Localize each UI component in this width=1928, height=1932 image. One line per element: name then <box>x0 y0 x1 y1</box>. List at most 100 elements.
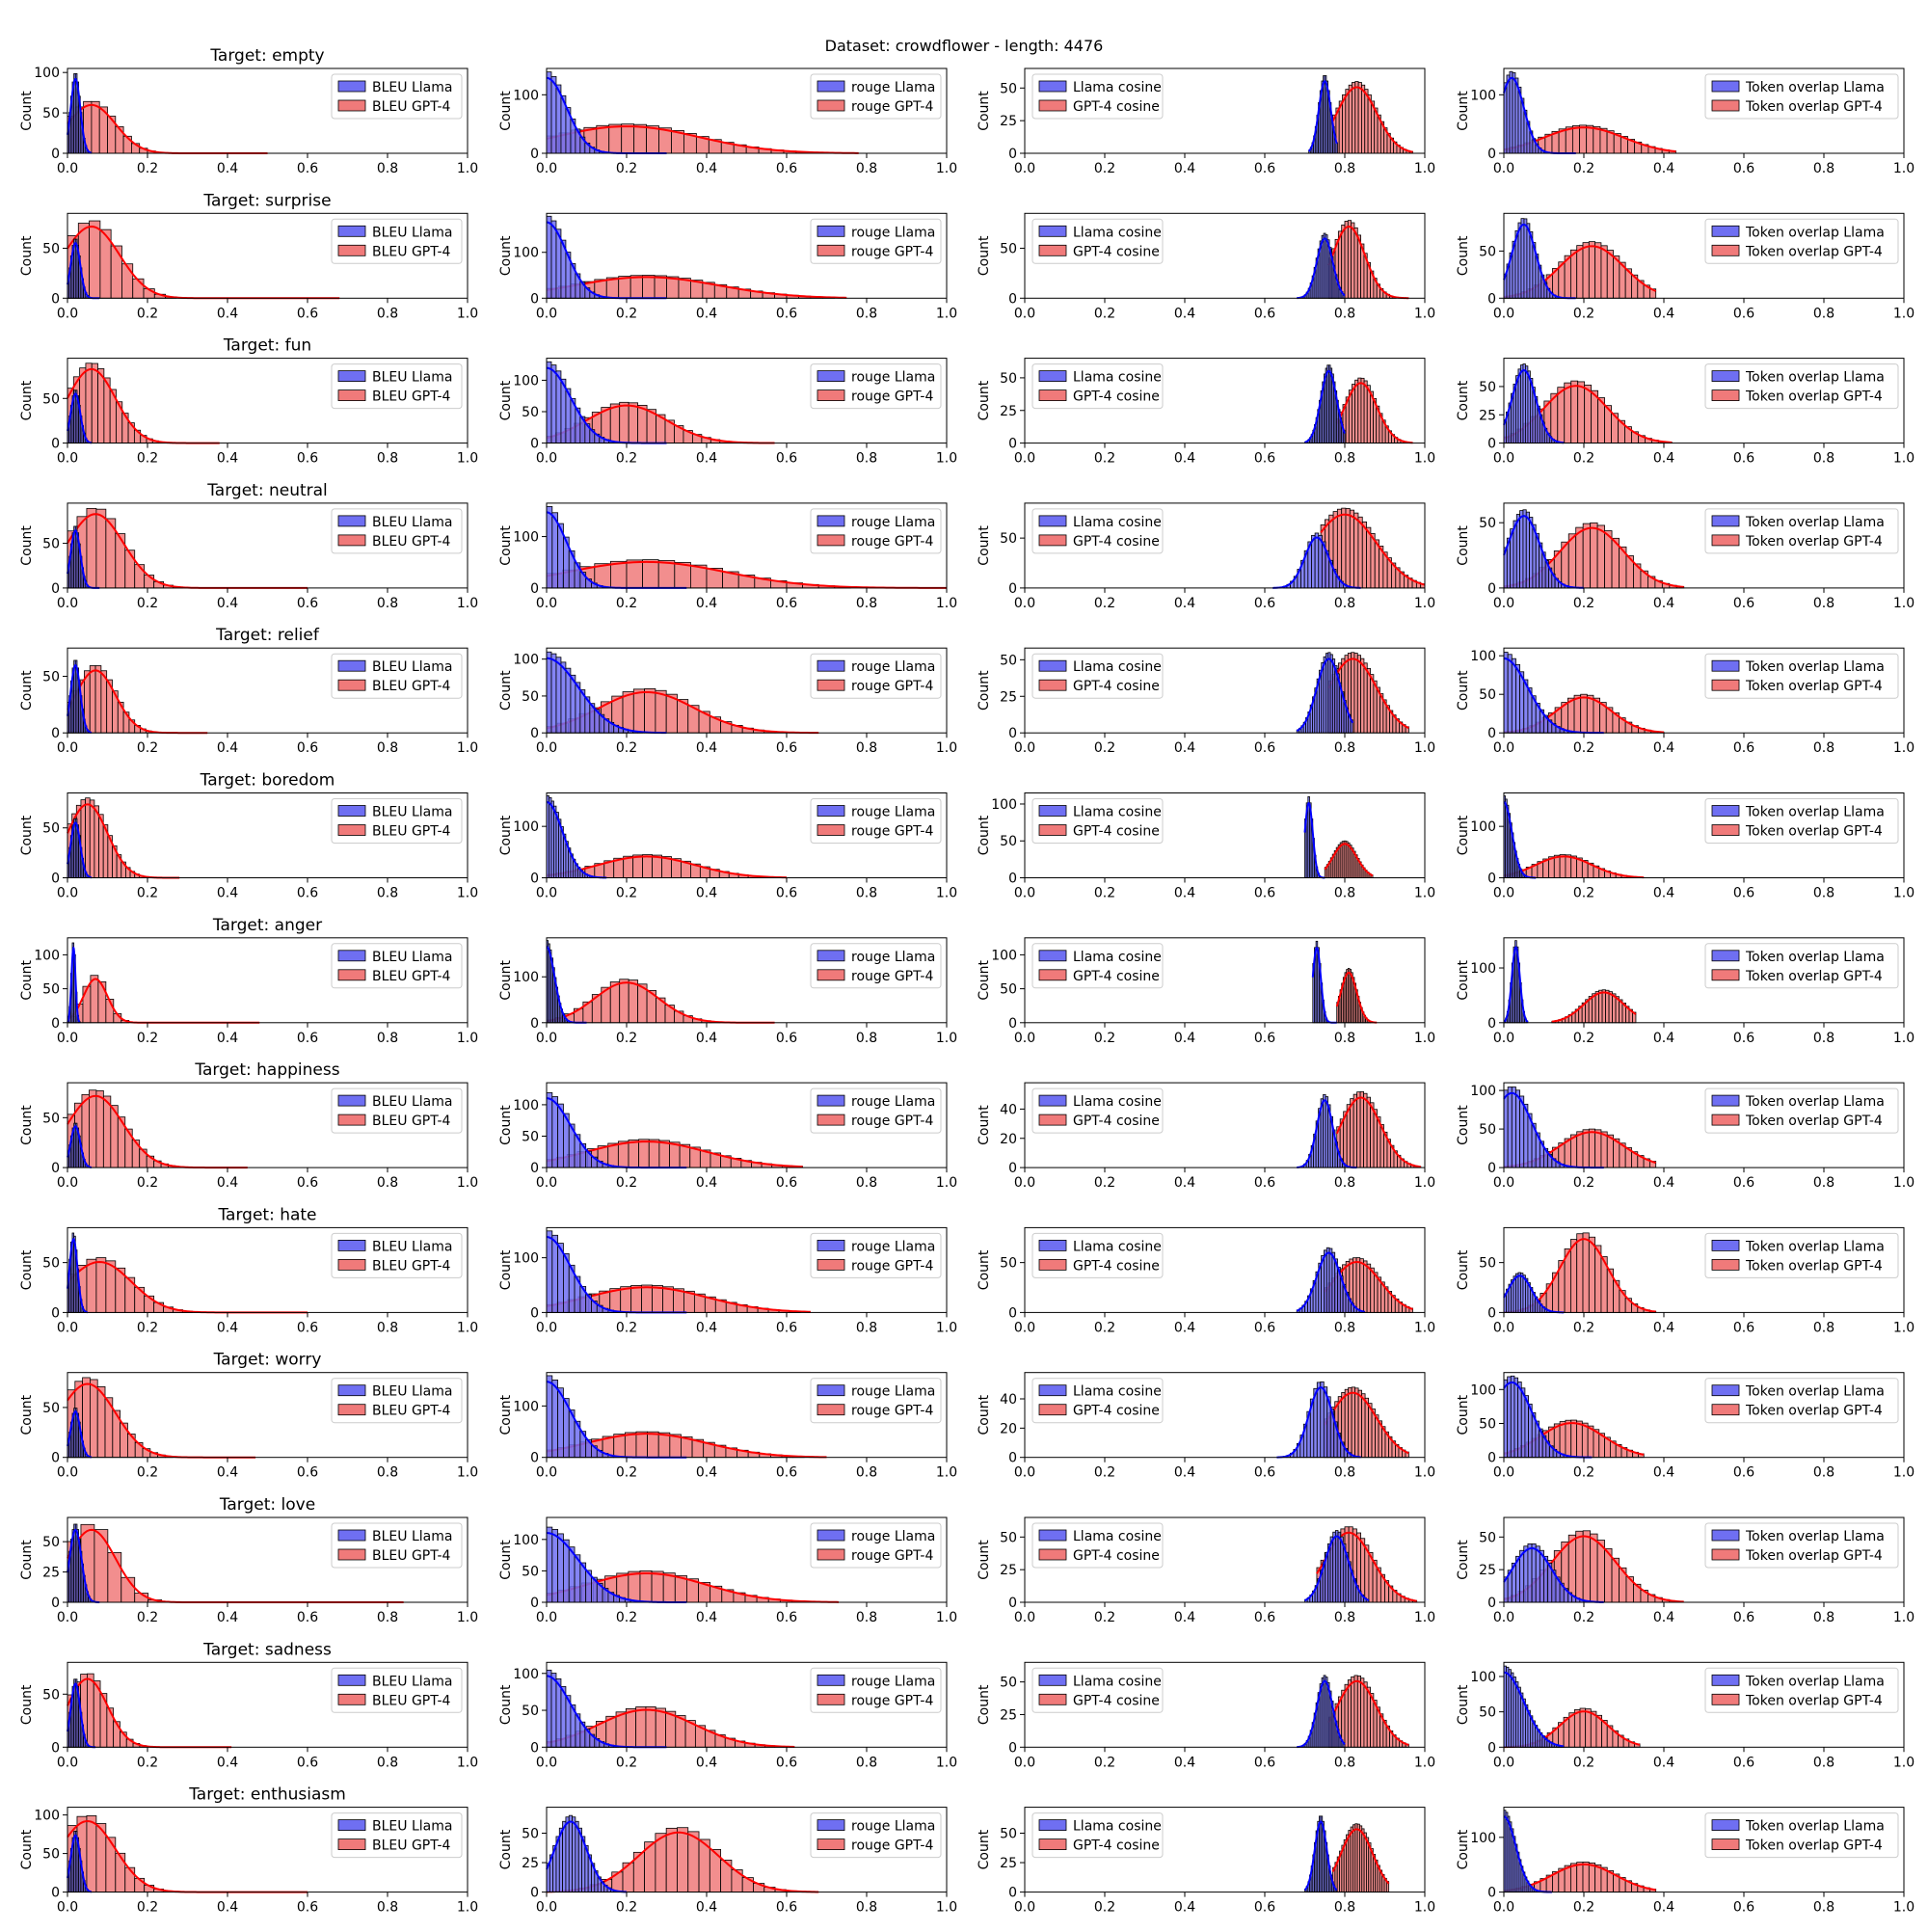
y-tick-label: 100 <box>1470 649 1496 664</box>
legend-label: rouge Llama <box>851 659 935 675</box>
x-tick-label: 0.2 <box>1573 596 1594 611</box>
llama-hist-bar <box>551 1096 559 1168</box>
x-tick-label: 0.6 <box>297 1900 318 1916</box>
x-tick-label: 1.0 <box>936 1175 957 1191</box>
x-tick-label: 0.0 <box>57 1175 78 1191</box>
x-tick-label: 0.2 <box>1573 1175 1594 1191</box>
y-axis-label: Count <box>977 1394 992 1435</box>
x-tick-label: 0.8 <box>377 1465 398 1481</box>
legend-label: BLEU GPT-4 <box>372 1258 451 1274</box>
gpt-hist-bar <box>1370 533 1376 589</box>
llama-hist-bar <box>546 1526 553 1603</box>
gpt-hist-bar <box>619 401 629 443</box>
legend-swatch <box>1711 1674 1740 1686</box>
y-tick-label: 50 <box>1479 244 1496 259</box>
llama-kde-line <box>1304 1535 1370 1601</box>
x-tick-label: 0.2 <box>1094 740 1115 756</box>
legend-label: Token overlap GPT-4 <box>1745 1838 1883 1854</box>
legend-label: BLEU Llama <box>372 1094 452 1110</box>
x-tick-label: 0.2 <box>1094 1465 1115 1481</box>
x-tick-label: 0.4 <box>1174 451 1195 467</box>
x-tick-label: 0.0 <box>1493 1320 1514 1335</box>
axes-frame <box>1503 1807 1905 1893</box>
x-tick-label: 0.8 <box>1334 1175 1355 1191</box>
subplot-title: Target: love <box>219 1495 315 1515</box>
x-tick-label: 0.4 <box>217 1900 238 1916</box>
legend-swatch <box>1038 1693 1067 1705</box>
x-tick-label: 0.6 <box>1733 740 1754 756</box>
legend-swatch <box>337 225 366 237</box>
legend-swatch <box>817 1240 845 1251</box>
axes-frame <box>67 212 469 299</box>
legend-label: rouge Llama <box>851 1529 935 1544</box>
y-axis-label: Count <box>977 960 992 1001</box>
x-tick-label: 0.4 <box>1653 1900 1674 1916</box>
gpt-hist-bar <box>85 797 91 878</box>
gpt-hist-bar <box>1355 1257 1361 1313</box>
x-tick-label: 0.4 <box>1653 1755 1674 1770</box>
gpt-kde-line <box>1324 1391 1409 1455</box>
axes-frame <box>1503 647 1905 734</box>
x-tick-label: 0.2 <box>137 306 158 321</box>
x-tick-label: 1.0 <box>936 886 957 901</box>
gpt-kde-line <box>1331 1828 1390 1885</box>
legend-label: rouge GPT-4 <box>851 99 933 115</box>
gpt-hist-bar <box>86 1815 97 1893</box>
axes-frame <box>1503 1082 1905 1168</box>
llama-hist-bar <box>1509 70 1513 154</box>
axes-frame <box>1503 1372 1905 1459</box>
x-tick-label: 1.0 <box>457 161 478 176</box>
gpt-hist-bar <box>1364 1397 1369 1459</box>
llama-hist-bar <box>563 1539 570 1603</box>
legend-swatch <box>817 534 845 547</box>
y-axis-label: Count <box>1456 960 1471 1001</box>
llama-hist-bar <box>1525 511 1530 589</box>
legend-box <box>1704 653 1899 699</box>
y-tick-label: 50 <box>1000 242 1017 257</box>
legend-swatch <box>1038 370 1067 383</box>
axes-frame <box>1503 792 1905 878</box>
legend-label: Token overlap GPT-4 <box>1745 1404 1883 1419</box>
y-axis-label: Count <box>498 91 514 131</box>
legend-swatch <box>817 1819 845 1831</box>
gpt-hist-bar <box>655 689 667 734</box>
y-tick-label: 0 <box>1008 1016 1017 1032</box>
y-tick-label: 0 <box>1008 872 1017 887</box>
gpt-hist-bar <box>91 362 98 444</box>
y-axis-label: Count <box>977 1105 992 1145</box>
x-tick-label: 1.0 <box>1893 161 1915 176</box>
llama-hist-bar <box>550 75 557 154</box>
llama-hist-bar <box>1515 514 1521 589</box>
axes-frame <box>1503 358 1905 444</box>
x-tick-label: 0.8 <box>1334 1031 1355 1046</box>
axes-frame <box>1024 1082 1426 1168</box>
legend-swatch <box>1711 389 1740 402</box>
llama-hist-bar <box>1503 1379 1509 1459</box>
x-tick-label: 0.4 <box>1653 306 1674 321</box>
x-tick-label: 0.6 <box>1733 1900 1754 1916</box>
x-tick-label: 0.8 <box>1334 1465 1355 1481</box>
x-tick-label: 0.8 <box>377 596 398 611</box>
x-tick-label: 1.0 <box>457 1320 478 1335</box>
gpt-hist-bar <box>1345 89 1350 154</box>
x-tick-label: 0.2 <box>137 1175 158 1191</box>
x-tick-label: 0.0 <box>1014 1900 1035 1916</box>
y-axis-label: Count <box>498 380 514 420</box>
x-tick-label: 1.0 <box>1414 306 1435 321</box>
y-tick-label: 0 <box>1008 1161 1017 1176</box>
gpt-hist-bar <box>1576 1131 1584 1168</box>
legend-swatch <box>1038 99 1067 112</box>
axes-frame <box>1503 1226 1905 1313</box>
y-tick-label: 50 <box>522 1130 539 1145</box>
axes-frame <box>67 937 469 1024</box>
legend-swatch <box>337 534 366 547</box>
gpt-hist-bar <box>1356 1675 1362 1748</box>
llama-hist-bar <box>550 1673 557 1748</box>
x-tick-label: 0.0 <box>536 886 557 901</box>
llama-hist-bar <box>1523 218 1528 299</box>
y-tick-label: 0 <box>51 1016 60 1032</box>
gpt-hist-bar <box>1569 249 1578 299</box>
legend-label: BLEU GPT-4 <box>372 824 451 840</box>
legend-swatch <box>817 1674 845 1686</box>
y-axis-label: Count <box>19 1684 35 1725</box>
